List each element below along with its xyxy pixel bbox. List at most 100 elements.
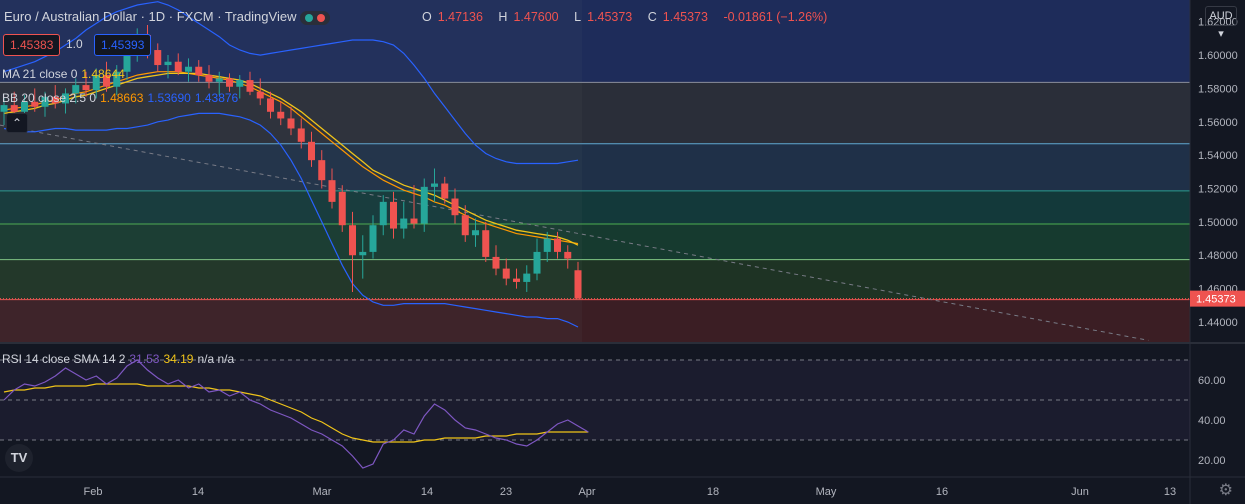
candle-body bbox=[41, 96, 49, 107]
candle-body bbox=[492, 256, 500, 269]
high-value: H 1.47600 bbox=[498, 10, 559, 24]
price-tick-label: 1.56000 bbox=[1198, 117, 1238, 129]
candle-body bbox=[420, 186, 428, 224]
candle-body bbox=[62, 93, 69, 104]
rsi-legend-label: RSI 14 close SMA 14 2 bbox=[2, 352, 126, 366]
ma-legend-label: MA 21 close 0 bbox=[2, 67, 78, 81]
candle-body bbox=[359, 251, 367, 256]
candle-body bbox=[82, 85, 90, 91]
currency-button[interactable]: AUD ▾ bbox=[1205, 6, 1237, 40]
current-price-label: 1.45373 bbox=[1196, 294, 1236, 306]
candle-body bbox=[513, 278, 520, 282]
candle-body bbox=[502, 268, 510, 279]
fib-band bbox=[0, 299, 1190, 342]
time-tick-label: 23 bbox=[500, 486, 512, 498]
candle-body bbox=[543, 238, 551, 252]
candle-body bbox=[297, 128, 305, 142]
time-tick-label: 18 bbox=[707, 486, 719, 498]
rsi-tick-label: 20.00 bbox=[1198, 455, 1226, 467]
time-tick-label: 16 bbox=[936, 486, 948, 498]
price-tick-label: 1.52000 bbox=[1198, 184, 1238, 196]
rsi-legend[interactable]: RSI 14 close SMA 14 2 31.53 34.19 n/a n/a bbox=[2, 352, 238, 366]
candle-body bbox=[523, 273, 531, 282]
candle-body bbox=[113, 71, 121, 87]
sell-button[interactable]: 1.45383 bbox=[3, 34, 61, 56]
ma-legend-value: 1.48644 bbox=[81, 67, 125, 81]
exchange-label: · FXCM bbox=[168, 9, 214, 24]
candle-body bbox=[205, 75, 213, 82]
bb-lower-line bbox=[3, 112, 579, 328]
candle-body bbox=[369, 225, 377, 252]
candle-body bbox=[400, 218, 408, 229]
candle-body bbox=[328, 180, 336, 202]
ma-legend[interactable]: MA 21 close 0 1.48644 bbox=[2, 67, 129, 81]
candle-body bbox=[410, 218, 418, 224]
bb-upper-value: 1.53690 bbox=[147, 91, 191, 105]
collapse-legend-button[interactable]: ⌃ bbox=[6, 113, 28, 133]
candle-body bbox=[338, 191, 346, 226]
candle-body bbox=[246, 80, 254, 92]
candle-body bbox=[564, 251, 572, 259]
date-range-highlight bbox=[0, 0, 582, 342]
low-value: L 1.45373 bbox=[574, 10, 633, 24]
interval-label[interactable]: · 1D bbox=[140, 9, 166, 24]
time-tick-label: Apr bbox=[578, 486, 595, 498]
price-tick-label: 1.58000 bbox=[1198, 83, 1238, 95]
candle-body bbox=[308, 141, 315, 161]
rsi-tick-label: 40.00 bbox=[1198, 415, 1226, 427]
candle-body bbox=[185, 66, 192, 72]
candle-body bbox=[267, 98, 274, 112]
time-tick-label: Jun bbox=[1071, 486, 1089, 498]
candle-body bbox=[256, 91, 264, 99]
price-tick-label: 1.48000 bbox=[1198, 250, 1238, 262]
candle-body bbox=[215, 78, 223, 82]
candle-body bbox=[574, 270, 582, 299]
market-status-icon[interactable] bbox=[300, 10, 331, 25]
close-value: C 1.45373 bbox=[647, 10, 708, 24]
price-tick-label: 1.60000 bbox=[1198, 50, 1238, 62]
ma21-line bbox=[3, 72, 579, 246]
candle-body bbox=[72, 85, 80, 94]
fib-band bbox=[0, 224, 1190, 260]
candle-body bbox=[51, 96, 59, 104]
time-tick-label: 14 bbox=[421, 486, 433, 498]
chart-header: Euro / Australian Dollar · 1D · FXCM · T… bbox=[4, 9, 331, 25]
price-tick-label: 1.50000 bbox=[1198, 217, 1238, 229]
candle-body bbox=[379, 201, 387, 226]
gear-icon[interactable]: ⚙ bbox=[1218, 482, 1233, 499]
buy-button[interactable]: 1.45393 bbox=[94, 34, 152, 56]
candle-body bbox=[472, 230, 479, 236]
candle-body bbox=[431, 183, 438, 187]
rsi-tick-label: 60.00 bbox=[1198, 375, 1226, 387]
candle-body bbox=[390, 201, 397, 229]
change-value: -0.01861 (−1.26%) bbox=[723, 10, 828, 24]
candle-body bbox=[554, 238, 561, 252]
candle-body bbox=[174, 61, 182, 72]
candle-body bbox=[461, 215, 469, 236]
open-value: O 1.47136 bbox=[422, 10, 483, 24]
candle-body bbox=[287, 118, 295, 129]
bb-legend-label: BB 20 close 2.5 0 bbox=[2, 91, 97, 105]
candle-body bbox=[226, 78, 233, 87]
current-price-marker bbox=[1190, 290, 1245, 307]
bb-legend[interactable]: BB 20 close 2.5 0 1.48663 1.53690 1.43876 bbox=[2, 91, 242, 105]
bb-upper-line bbox=[3, 1, 579, 165]
symbol-title[interactable]: Euro / Australian Dollar bbox=[4, 9, 137, 24]
candle-body bbox=[31, 101, 39, 107]
candle-body bbox=[154, 50, 162, 66]
candle-body bbox=[0, 105, 8, 112]
time-tick-label: Feb bbox=[84, 486, 103, 498]
candle-body bbox=[533, 251, 541, 274]
rsi-na-value: n/a n/a bbox=[197, 352, 235, 366]
candle-body bbox=[277, 111, 285, 119]
time-tick-label: 13 bbox=[1164, 486, 1176, 498]
tradingview-logo-icon[interactable]: TV bbox=[5, 444, 33, 472]
candle-body bbox=[441, 183, 449, 199]
candle-body bbox=[21, 101, 28, 112]
candle-body bbox=[482, 230, 490, 257]
time-tick-label: 14 bbox=[192, 486, 204, 498]
spread-label: 1.0 bbox=[66, 37, 83, 51]
candle-body bbox=[451, 198, 459, 216]
rsi-legend-value: 31.53 bbox=[129, 352, 160, 366]
